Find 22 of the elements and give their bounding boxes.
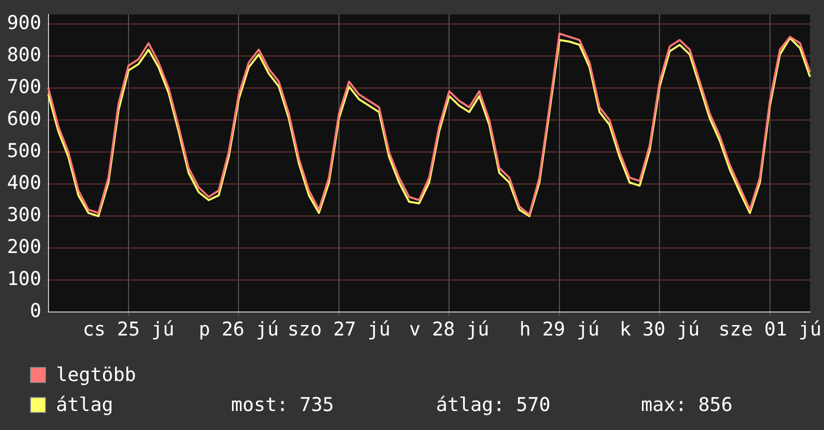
text: átlag: 570 (436, 394, 552, 416)
y-tick-label: 700 (6, 76, 42, 98)
legend-label: átlag (56, 394, 114, 416)
x-tick-label: sze 01 jú (718, 318, 822, 341)
y-tick-label: 100 (6, 268, 42, 290)
y-tick-label: 800 (6, 44, 42, 66)
x-tick-label: cs 25 jú (82, 318, 174, 341)
x-tick-label: szo 27 jú (287, 318, 390, 341)
y-tick-label: 900 (6, 12, 42, 34)
y-tick-label: 600 (6, 108, 42, 130)
x-tick-label: k 30 jú (620, 318, 700, 341)
y-tick-label: 500 (6, 140, 42, 162)
y-tick-label: 300 (6, 204, 42, 226)
x-tick-label: v 28 jú (409, 318, 490, 341)
text: max: 856 (641, 394, 734, 416)
text: most: 735 (231, 394, 335, 416)
legend-label: legtöbb (56, 364, 138, 386)
y-tick-label: 200 (6, 236, 42, 258)
x-tick-label: p 26 jú (198, 318, 279, 341)
y-tick-label: 400 (6, 172, 42, 194)
x-tick-label: h 29 jú (519, 318, 600, 341)
y-tick-label: 0 (30, 300, 42, 322)
